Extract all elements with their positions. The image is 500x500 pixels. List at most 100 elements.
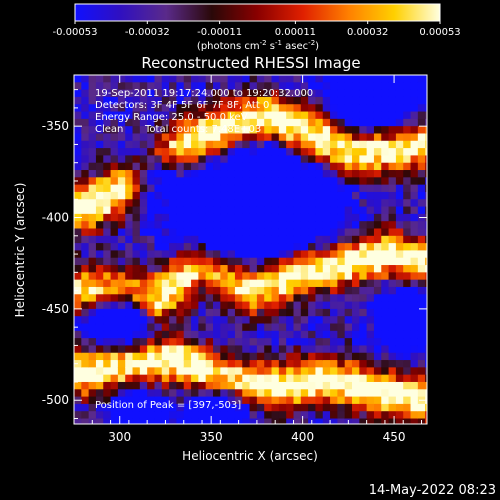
image-pixel bbox=[88, 162, 97, 171]
image-pixel bbox=[81, 403, 90, 412]
image-pixel bbox=[403, 308, 412, 317]
image-pixel bbox=[125, 301, 134, 310]
image-pixel bbox=[403, 118, 412, 127]
image-pixel bbox=[352, 199, 360, 208]
image-pixel bbox=[205, 162, 214, 171]
image-pixel bbox=[395, 177, 404, 186]
image-pixel bbox=[278, 235, 287, 244]
image-pixel bbox=[278, 170, 287, 178]
image-pixel bbox=[183, 257, 192, 266]
image-pixel bbox=[315, 360, 324, 368]
image-pixel bbox=[176, 191, 185, 200]
image-pixel bbox=[271, 396, 280, 405]
image-pixel bbox=[205, 272, 214, 281]
image-pixel bbox=[154, 243, 163, 252]
image-pixel bbox=[213, 418, 221, 424]
image-pixel bbox=[286, 323, 295, 332]
image-pixel bbox=[213, 272, 221, 281]
image-pixel bbox=[322, 411, 331, 420]
image-pixel bbox=[403, 243, 412, 252]
image-pixel bbox=[264, 96, 273, 105]
image-pixel bbox=[286, 301, 295, 310]
image-pixel bbox=[344, 381, 353, 390]
image-pixel bbox=[264, 111, 273, 120]
image-pixel bbox=[403, 389, 412, 398]
image-pixel bbox=[183, 360, 192, 368]
image-pixel bbox=[388, 213, 397, 222]
image-pixel bbox=[103, 374, 112, 383]
image-pixel bbox=[88, 199, 97, 208]
image-pixel bbox=[322, 148, 331, 156]
image-pixel bbox=[286, 374, 295, 383]
image-pixel bbox=[315, 308, 324, 317]
image-pixel bbox=[271, 360, 280, 368]
image-pixel bbox=[161, 330, 170, 339]
image-pixel bbox=[403, 206, 412, 215]
image-pixel bbox=[147, 170, 156, 178]
image-pixel bbox=[139, 345, 148, 354]
image-pixel bbox=[381, 374, 390, 383]
image-pixel bbox=[337, 191, 346, 200]
image-pixel bbox=[205, 403, 214, 412]
image-pixel bbox=[183, 89, 192, 98]
image-pixel bbox=[293, 133, 302, 142]
image-pixel bbox=[278, 286, 287, 295]
image-pixel bbox=[417, 199, 426, 208]
image-pixel bbox=[81, 294, 90, 303]
image-pixel bbox=[117, 140, 126, 149]
image-pixel bbox=[117, 360, 126, 368]
image-pixel bbox=[373, 96, 382, 105]
image-pixel bbox=[81, 330, 90, 339]
image-pixel bbox=[264, 330, 273, 339]
image-pixel bbox=[344, 360, 353, 368]
image-pixel bbox=[117, 235, 126, 244]
image-pixel bbox=[395, 191, 404, 200]
image-pixel bbox=[403, 257, 412, 266]
image-pixel bbox=[154, 330, 163, 339]
image-pixel bbox=[117, 403, 126, 412]
image-pixel bbox=[366, 96, 375, 105]
image-pixel bbox=[95, 345, 104, 354]
image-pixel bbox=[147, 403, 156, 412]
image-pixel bbox=[366, 323, 375, 332]
image-pixel bbox=[300, 316, 309, 325]
image-pixel bbox=[264, 155, 273, 164]
image-pixel bbox=[344, 308, 353, 317]
image-pixel bbox=[81, 308, 90, 317]
image-pixel bbox=[373, 308, 382, 317]
image-pixel bbox=[395, 316, 404, 325]
image-pixel bbox=[103, 235, 112, 244]
image-pixel bbox=[352, 111, 360, 120]
image-pixel bbox=[81, 374, 90, 383]
image-pixel bbox=[213, 301, 221, 310]
image-pixel bbox=[337, 243, 346, 252]
image-pixel bbox=[176, 235, 185, 244]
image-pixel bbox=[110, 338, 119, 347]
image-pixel bbox=[286, 360, 295, 368]
image-pixel bbox=[227, 374, 236, 383]
image-pixel bbox=[117, 308, 126, 317]
image-pixel bbox=[403, 301, 412, 310]
image-pixel bbox=[95, 118, 104, 127]
image-pixel bbox=[132, 82, 141, 91]
image-pixel bbox=[74, 111, 82, 120]
image-pixel bbox=[213, 257, 221, 266]
image-pixel bbox=[110, 133, 119, 142]
image-pixel bbox=[183, 243, 192, 252]
image-pixel bbox=[293, 118, 302, 127]
image-pixel bbox=[191, 374, 199, 383]
image-pixel bbox=[322, 243, 331, 252]
image-pixel bbox=[198, 118, 207, 127]
image-pixel bbox=[395, 345, 404, 354]
image-pixel bbox=[205, 352, 214, 361]
image-pixel bbox=[154, 96, 163, 105]
image-pixel bbox=[373, 111, 382, 120]
image-pixel bbox=[344, 96, 353, 105]
image-pixel bbox=[125, 250, 134, 259]
image-pixel bbox=[359, 243, 368, 252]
image-pixel bbox=[373, 162, 382, 171]
image-pixel bbox=[395, 411, 404, 420]
image-pixel bbox=[161, 89, 170, 98]
image-pixel bbox=[308, 96, 317, 105]
image-pixel bbox=[169, 75, 178, 83]
